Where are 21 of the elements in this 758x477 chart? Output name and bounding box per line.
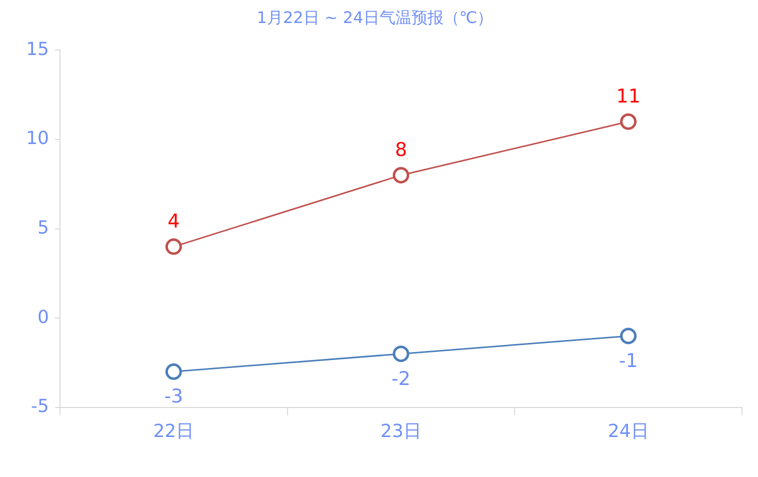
chart-title: 1月22日 ~ 24日气温预报（℃） [256, 8, 494, 27]
point [620, 328, 637, 344]
point [620, 113, 637, 130]
data-label: -1 [618, 350, 638, 372]
y-tick-label: 15 [26, 38, 49, 60]
y-tick-label: -5 [31, 396, 49, 418]
data-label: -2 [392, 368, 410, 390]
y-tick-label: 5 [38, 217, 49, 238]
data-label: -3 [164, 386, 184, 408]
x-tick-label: 23日 [380, 420, 422, 442]
point [165, 363, 182, 380]
data-label: 8 [394, 139, 408, 162]
point [392, 346, 410, 362]
y-tick-label: 0 [38, 306, 49, 328]
y-tick-label: 10 [26, 128, 49, 150]
point [392, 166, 410, 184]
x-tick-label: 22日 [153, 420, 194, 442]
data-label: 4 [168, 210, 180, 233]
x-tick-label: 24日 [608, 420, 649, 442]
point [165, 238, 182, 255]
data-label: 11 [616, 86, 640, 108]
